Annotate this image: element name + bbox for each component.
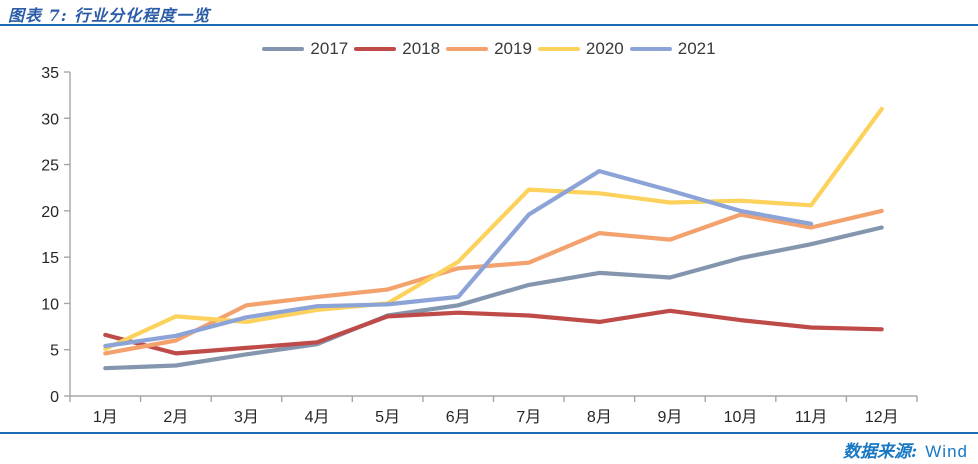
- series-line-2018[interactable]: [103, 308, 884, 356]
- legend-line-swatch: [446, 47, 489, 51]
- x-axis-tick-label: 8月: [587, 409, 612, 426]
- legend-item-2021[interactable]: 2021: [629, 39, 716, 59]
- y-axis-tick-label: 35: [41, 65, 59, 82]
- legend-item-2018[interactable]: 2018: [354, 39, 440, 59]
- source-label: 数据来源:: [842, 442, 918, 462]
- legend-item-2020[interactable]: 2020: [537, 39, 624, 59]
- legend-label: 2020: [585, 39, 624, 58]
- y-axis-tick-label: 20: [41, 204, 59, 221]
- x-axis-tick-label: 4月: [305, 409, 330, 426]
- y-axis-tick-label: 5: [50, 343, 59, 360]
- x-axis-tick-label: 7月: [516, 409, 541, 426]
- series-line-2017[interactable]: [103, 225, 884, 371]
- plot-canvas: 0 5 10 15 20 25 30 35 1月 2月 3月 4月 5月 6月 7月 8月 9月 10月 11月 12…: [41, 65, 918, 426]
- x-axis-tick-label: 6月: [446, 409, 471, 426]
- legend-item-2017[interactable]: 2017: [262, 39, 348, 59]
- x-axis-tick-label: 2月: [163, 409, 188, 426]
- x-axis-tick-label: 10月: [724, 409, 758, 426]
- chart-title: 图表 7: 行业分化程度一览: [8, 6, 211, 25]
- legend-label: 2019: [494, 39, 532, 58]
- source-value: Wind: [925, 442, 968, 461]
- x-axis-tick-label: 11月: [795, 409, 828, 426]
- legend-label: 2017: [310, 39, 349, 58]
- bottom-divider: [0, 432, 978, 434]
- legend-item-2019[interactable]: 2019: [446, 39, 532, 59]
- y-axis-tick-label: 15: [41, 250, 59, 267]
- y-axis-tick-label: 30: [41, 111, 59, 128]
- legend-line-swatch: [537, 47, 580, 51]
- x-axis-tick-label: 3月: [234, 409, 259, 426]
- top-divider: [0, 24, 978, 26]
- y-axis-tick-label: 25: [41, 158, 59, 175]
- legend-label: 2018: [402, 39, 441, 58]
- legend-label: 2021: [677, 39, 716, 58]
- chart-legend: 2017 2018 2019 2020 2021: [0, 36, 978, 62]
- x-axis-tick-label: 12月: [865, 409, 899, 426]
- y-axis-tick-label: 10: [41, 296, 59, 313]
- x-axis-tick-label: 9月: [658, 409, 683, 426]
- y-axis-tick-label: 0: [50, 389, 59, 406]
- legend-line-swatch: [354, 47, 397, 51]
- legend-line-swatch: [629, 47, 672, 51]
- legend-line-swatch: [262, 47, 305, 51]
- series-line-2019[interactable]: [103, 208, 884, 356]
- x-axis-tick-label: 1月: [93, 409, 118, 426]
- line-chart: 0 5 10 15 20 25 30 35 1月 2月 3月 4月 5月 6月 7月 8月 9月 10月 11月 12…: [0, 60, 978, 432]
- x-axis-tick-label: 5月: [375, 409, 400, 426]
- series-line-2021[interactable]: [103, 168, 814, 349]
- data-source: 数据来源: Wind: [843, 437, 968, 462]
